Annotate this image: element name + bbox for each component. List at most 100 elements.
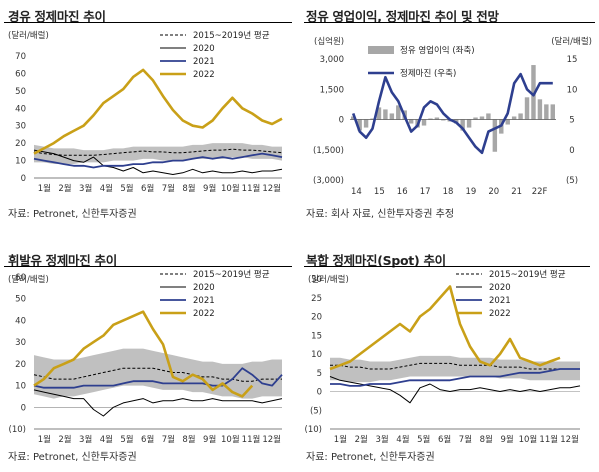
- y-tick-label: 20: [311, 313, 322, 323]
- legend-label: 2022: [193, 309, 215, 319]
- y-axis-unit: (달러/배럴): [8, 274, 49, 285]
- y-tick-label: 10: [15, 382, 26, 392]
- y-axis-unit: (달러/배럴): [8, 30, 49, 41]
- y-tick-label: 70: [15, 52, 26, 62]
- x-tick-label: 9월: [203, 434, 216, 445]
- range-band: [330, 355, 580, 383]
- x-tick-label: 8월: [480, 434, 493, 445]
- x-tick-label: 20: [488, 187, 499, 197]
- x-tick-label: 9월: [203, 183, 216, 194]
- x-tick-label: 16: [397, 187, 408, 197]
- x-tick-label: 11월: [242, 434, 261, 445]
- profit-bar: [396, 105, 401, 120]
- x-tick-label: 9월: [500, 434, 513, 445]
- y-tick-label: 15: [311, 331, 322, 341]
- y-tick-label-left: 0: [339, 116, 344, 126]
- x-tick-label: 7월: [162, 434, 175, 445]
- legend-swatch: [368, 46, 394, 54]
- y-tick-label: 10: [311, 350, 322, 360]
- y-tick-label: (10): [9, 425, 26, 435]
- profit-bar: [466, 119, 472, 128]
- y-tick-label-left: (3,000): [313, 176, 344, 186]
- series-line: [33, 389, 283, 417]
- y-tick-label-right: 10: [567, 85, 578, 95]
- series-line: [33, 367, 283, 389]
- legend-label: 2020: [193, 44, 215, 54]
- y-tick-label: 5: [317, 369, 322, 379]
- x-tick-label: 2월: [58, 183, 71, 194]
- profit-bar: [428, 118, 433, 120]
- x-tick-label: 10월: [221, 183, 240, 194]
- y-axis-unit-right: (달러/배럴): [551, 36, 592, 47]
- x-tick-label: 5월: [120, 434, 133, 445]
- legend-label: 2021: [489, 296, 511, 306]
- y-tick-label: 10: [15, 157, 26, 167]
- chart-source: 자료: Petronet, 신한투자증권: [306, 452, 435, 463]
- series-line: [33, 152, 283, 169]
- y-tick-label: 20: [15, 360, 26, 370]
- x-tick-label: 12월: [262, 183, 281, 194]
- x-tick-label: 6월: [141, 183, 154, 194]
- profit-bar: [383, 109, 388, 120]
- x-tick-label: 19: [465, 187, 476, 197]
- profit-bar: [351, 116, 356, 120]
- profit-bar: [376, 107, 382, 120]
- series-line: [329, 376, 581, 404]
- y-tick-label-right: (5): [566, 176, 578, 186]
- composite-panel: 복합 정제마진(Spot) 추이 (달러/배럴) 30 25 20 15 10 5 0 (5)(…: [300, 236, 599, 472]
- x-tick-label: 11월: [242, 183, 261, 194]
- y-tick-label: 30: [15, 122, 26, 132]
- x-tick-label: 17: [420, 187, 431, 197]
- x-tick-label: 7월: [162, 183, 175, 194]
- legend-label: 정제마진 (우축): [400, 68, 456, 79]
- legend-label: 2015~2019년 평균: [193, 269, 270, 280]
- profit-bar: [473, 117, 478, 120]
- x-tick-label: 21: [511, 187, 522, 197]
- series-line: [33, 68, 283, 155]
- x-tick-label: 14: [351, 187, 362, 197]
- x-tick-label: 4월: [396, 434, 409, 445]
- profit-bar: [511, 116, 517, 120]
- x-tick-label: 2월: [355, 434, 368, 445]
- profit-bar: [486, 113, 491, 120]
- forecast-panel: 정유 영업이익, 정제마진 추이 및 전망 (십억원) (달러/배럴) 3,000 1…: [300, 0, 599, 236]
- y-tick-label: 50: [15, 87, 26, 97]
- x-tick-label: 6월: [141, 434, 154, 445]
- y-tick-label: 40: [15, 316, 26, 326]
- legend-label: 2021: [193, 57, 215, 67]
- x-tick-label: 11월: [539, 434, 558, 445]
- y-axis-unit: (달러/배럴): [308, 274, 349, 285]
- series-line: [33, 148, 283, 156]
- series-line: [33, 149, 283, 175]
- profit-bar: [460, 119, 465, 131]
- chart-title: 복합 정제마진(Spot) 추이: [306, 253, 446, 268]
- legend-label: 2020: [193, 283, 215, 293]
- y-tick-label: 60: [15, 273, 26, 283]
- profit-bar: [531, 65, 536, 120]
- y-tick-label-right: 0: [569, 146, 574, 156]
- x-tick-label: 3월: [79, 434, 92, 445]
- x-tick-label: 4월: [100, 434, 113, 445]
- y-tick-label: 25: [311, 294, 322, 304]
- legend-label: 2015~2019년 평균: [193, 30, 270, 41]
- y-tick-label: 0: [317, 388, 322, 398]
- legend-label: 2020: [489, 283, 511, 293]
- y-tick-label-right: 5: [569, 116, 574, 126]
- profit-bar: [421, 119, 427, 126]
- x-tick-label: 18: [443, 187, 454, 197]
- profit-bar: [408, 119, 414, 124]
- profit-bar: [524, 97, 530, 120]
- x-tick-label: 4월: [100, 183, 113, 194]
- x-tick-label: 1월: [38, 434, 51, 445]
- y-tick-label: 0: [21, 403, 26, 413]
- profit-bar: [492, 119, 498, 152]
- profit-bar: [518, 113, 523, 120]
- x-tick-label: 15: [374, 187, 385, 197]
- y-tick-label: 40: [15, 104, 26, 114]
- x-tick-label: 8월: [182, 434, 195, 445]
- y-tick-label: (10): [305, 425, 322, 435]
- y-tick-label: 50: [15, 295, 26, 305]
- y-tick-label-right: 15: [567, 55, 578, 65]
- profit-bar: [479, 116, 485, 120]
- range-band: [34, 143, 282, 165]
